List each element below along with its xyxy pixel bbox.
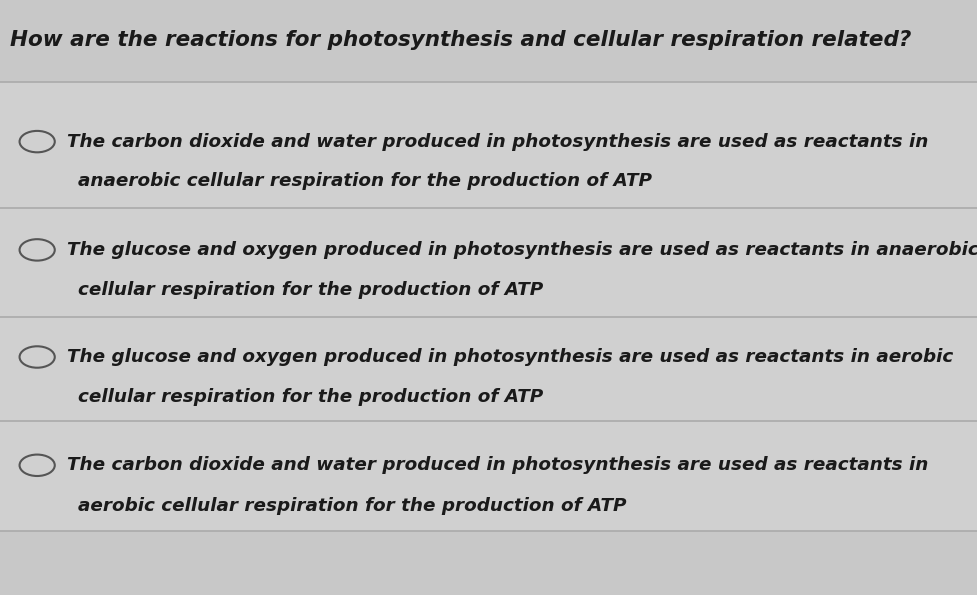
Text: How are the reactions for photosynthesis and cellular respiration related?: How are the reactions for photosynthesis… [10, 30, 911, 50]
Text: The carbon dioxide and water produced in photosynthesis are used as reactants in: The carbon dioxide and water produced in… [66, 456, 927, 474]
Text: anaerobic cellular respiration for the production of ATP: anaerobic cellular respiration for the p… [78, 173, 652, 190]
Text: The carbon dioxide and water produced in photosynthesis are used as reactants in: The carbon dioxide and water produced in… [66, 133, 927, 151]
Text: cellular respiration for the production of ATP: cellular respiration for the production … [78, 281, 543, 299]
Text: The glucose and oxygen produced in photosynthesis are used as reactants in anaer: The glucose and oxygen produced in photo… [66, 241, 977, 259]
Bar [0, 82, 977, 208]
Bar [0, 317, 977, 421]
Text: The glucose and oxygen produced in photosynthesis are used as reactants in aerob: The glucose and oxygen produced in photo… [66, 348, 952, 366]
Bar [0, 208, 977, 317]
Bar [0, 421, 977, 531]
Text: aerobic cellular respiration for the production of ATP: aerobic cellular respiration for the pro… [78, 497, 626, 515]
Text: cellular respiration for the production of ATP: cellular respiration for the production … [78, 388, 543, 406]
